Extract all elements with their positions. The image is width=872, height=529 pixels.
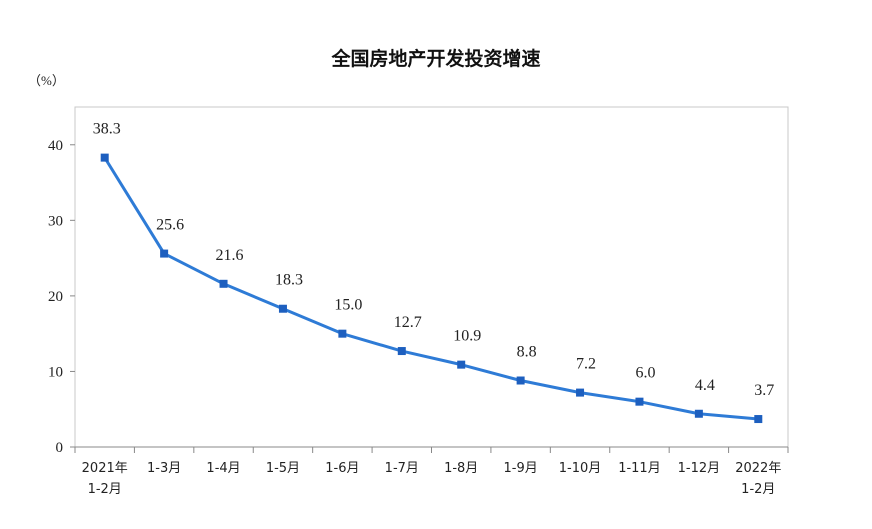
y-axis-unit-label: （%）	[28, 73, 65, 88]
data-label: 3.7	[754, 382, 774, 399]
data-point-marker	[516, 376, 525, 385]
x-tick-label: 1-7月	[385, 461, 419, 476]
x-tick-label: 1-6月	[325, 461, 359, 476]
data-point-marker	[635, 397, 644, 406]
data-point-marker	[576, 388, 585, 397]
y-tick-label: 30	[48, 213, 63, 229]
data-label: 21.6	[216, 247, 244, 264]
plot-area-frame	[74, 106, 789, 448]
data-point-marker	[457, 360, 466, 369]
data-label: 18.3	[275, 272, 303, 289]
data-label: 4.4	[695, 377, 715, 394]
data-point-marker	[278, 304, 287, 313]
y-tick-label: 0	[56, 440, 64, 456]
x-tick-label: 2021年 1-2月	[82, 461, 128, 497]
data-label: 38.3	[93, 121, 121, 138]
data-point-marker	[338, 329, 347, 338]
data-label: 15.0	[334, 297, 362, 314]
data-label: 25.6	[156, 217, 184, 234]
data-point-marker	[694, 409, 703, 418]
y-tick-label: 20	[48, 289, 63, 305]
x-tick-label: 1-11月	[618, 461, 661, 476]
data-label: 10.9	[453, 328, 481, 345]
data-label: 8.8	[517, 344, 537, 361]
chart-title: 全国房地产开发投资增速	[331, 48, 541, 70]
x-tick-label: 1-3月	[147, 461, 181, 476]
series-line	[103, 156, 759, 421]
x-tick-label: 1-5月	[266, 461, 300, 476]
y-tick-label: 10	[48, 364, 63, 380]
x-tick-label: 1-9月	[504, 461, 538, 476]
x-tick-label: 2022年 1-2月	[735, 461, 781, 497]
x-tick-label: 1-4月	[206, 461, 240, 476]
data-point-marker	[219, 279, 228, 288]
x-tick-label: 1-12月	[678, 461, 721, 476]
data-point-marker	[754, 415, 763, 424]
data-label: 7.2	[576, 356, 596, 373]
data-point-marker	[160, 249, 169, 258]
y-tick-label: 40	[48, 138, 63, 154]
x-tick-label: 1-10月	[559, 461, 602, 476]
data-label: 12.7	[394, 314, 422, 331]
data-point-marker	[100, 153, 109, 162]
data-point-marker	[397, 347, 406, 356]
x-tick-label: 1-8月	[444, 461, 478, 476]
data-label: 6.0	[635, 365, 655, 382]
